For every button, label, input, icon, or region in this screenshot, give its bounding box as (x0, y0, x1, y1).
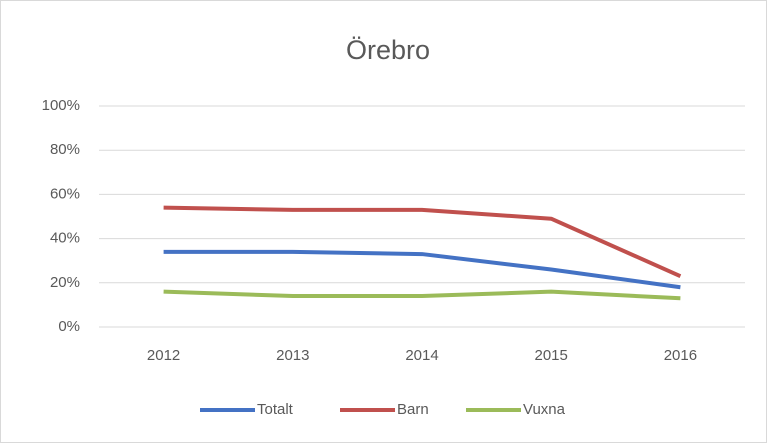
x-tick-label: 2012 (147, 347, 180, 364)
series-line (163, 289, 681, 301)
y-tick-label: 100% (42, 97, 80, 114)
y-tick-label: 60% (50, 185, 80, 202)
x-tick-label: 2013 (276, 347, 309, 364)
y-tick-label: 40% (50, 230, 80, 247)
x-tick-label: 2015 (535, 347, 568, 364)
series-line (163, 205, 682, 278)
y-tick-label: 80% (50, 141, 80, 158)
chart-title: Örebro (346, 35, 430, 65)
y-tick-label: 0% (58, 318, 80, 335)
series-line (163, 249, 681, 290)
legend-label: Vuxna (523, 401, 566, 418)
legend-label: Totalt (257, 401, 294, 418)
x-tick-label: 2016 (664, 347, 697, 364)
legend-label: Barn (397, 401, 429, 418)
y-tick-label: 20% (50, 274, 80, 291)
x-tick-label: 2014 (405, 347, 438, 364)
